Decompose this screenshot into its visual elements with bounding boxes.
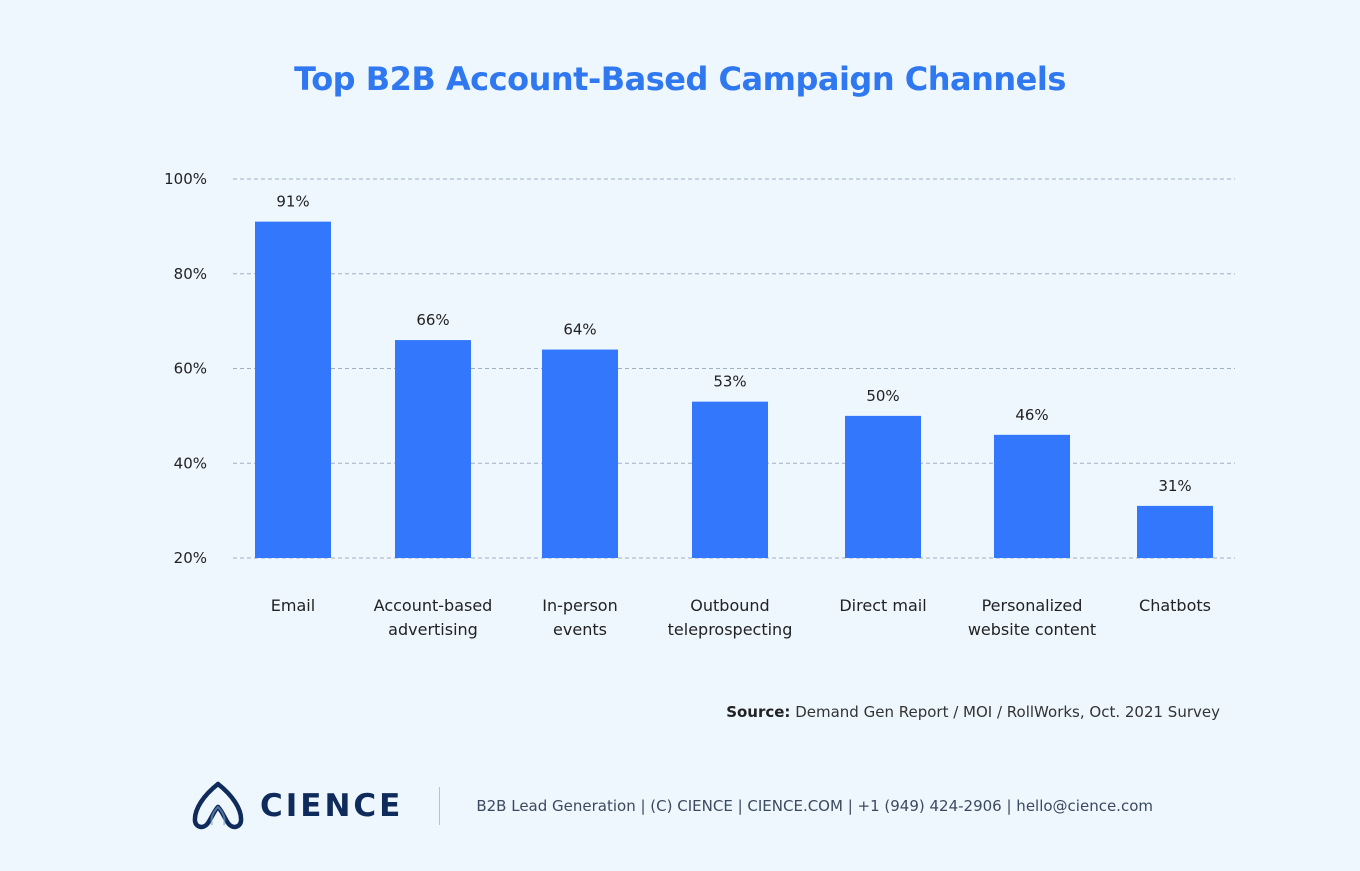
x-tick-label: In-person events bbox=[542, 596, 618, 639]
x-tick-label: Chatbots bbox=[1139, 596, 1211, 615]
y-tick-label: 20% bbox=[174, 549, 207, 567]
chart-title: Top B2B Account-Based Campaign Channels bbox=[294, 60, 1066, 98]
x-tick-label: Outbound teleprospecting bbox=[667, 596, 793, 639]
footer-contact: B2B Lead Generation | (C) CIENCE | CIENC… bbox=[476, 797, 1153, 815]
data-label: 64% bbox=[563, 321, 596, 339]
footer-divider bbox=[439, 787, 441, 825]
data-label: 53% bbox=[713, 373, 746, 391]
bar bbox=[1137, 505, 1213, 558]
y-tick-label: 100% bbox=[164, 170, 207, 188]
source-text: Demand Gen Report / MOI / RollWorks, Oct… bbox=[795, 703, 1220, 721]
bar bbox=[994, 434, 1070, 558]
bar bbox=[845, 415, 921, 558]
y-tick-label: 40% bbox=[174, 454, 207, 472]
data-label: 91% bbox=[276, 193, 309, 211]
source-label: Source: bbox=[726, 703, 791, 721]
bar bbox=[395, 340, 471, 558]
x-tick-label: Direct mail bbox=[839, 596, 927, 615]
source-note: Source: Demand Gen Report / MOI / RollWo… bbox=[726, 703, 1220, 721]
x-tick-label: Personalized website content bbox=[967, 596, 1097, 639]
data-label: 31% bbox=[1158, 477, 1191, 495]
data-label: 46% bbox=[1015, 406, 1048, 424]
bar bbox=[692, 401, 768, 558]
bar bbox=[255, 221, 331, 558]
x-tick-label: Email bbox=[270, 596, 316, 615]
bar bbox=[542, 349, 618, 558]
data-label: 66% bbox=[416, 311, 449, 329]
y-tick-label: 60% bbox=[174, 360, 207, 378]
brand-name: CIENCE bbox=[260, 788, 404, 824]
data-label: 50% bbox=[866, 387, 899, 405]
footer: CIENCE B2B Lead Generation | (C) CIENCE … bbox=[190, 781, 1153, 830]
x-tick-label: Account-based advertising bbox=[373, 596, 493, 639]
bar-chart: 100% 80% 60% 40% 20% 91% 66% 64% 53% 50% 46% 31% bbox=[164, 170, 1235, 567]
y-tick-label: 80% bbox=[174, 265, 207, 283]
cience-logo-icon bbox=[192, 781, 244, 830]
